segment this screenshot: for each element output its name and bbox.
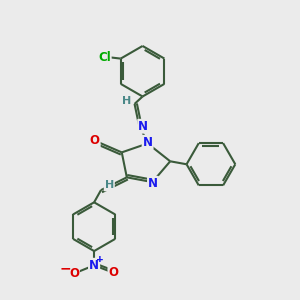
Text: Cl: Cl <box>98 51 111 64</box>
Text: +: + <box>96 256 103 265</box>
Text: O: O <box>108 266 118 279</box>
Text: N: N <box>89 259 99 272</box>
Text: H: H <box>105 180 114 190</box>
Text: N: N <box>138 120 148 133</box>
Text: H: H <box>122 96 131 106</box>
Text: O: O <box>90 134 100 147</box>
Text: O: O <box>69 267 79 280</box>
Text: N: N <box>89 259 99 272</box>
Text: N: N <box>148 177 158 190</box>
Text: N: N <box>142 136 153 149</box>
Text: +: + <box>96 256 103 265</box>
Text: −: − <box>60 261 71 275</box>
